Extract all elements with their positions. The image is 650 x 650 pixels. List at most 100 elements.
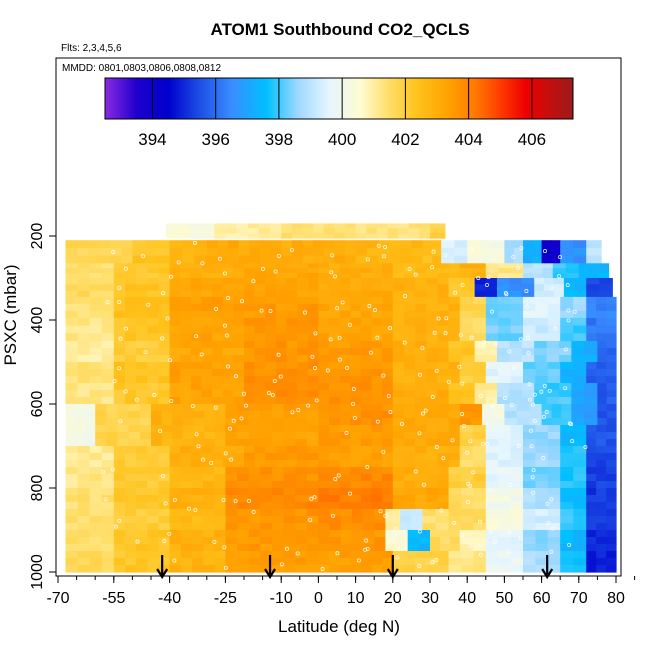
heatmap-cell xyxy=(360,317,373,327)
heatmap-cell xyxy=(523,317,536,327)
heatmap-cell xyxy=(382,446,394,454)
heatmap-cell xyxy=(426,263,439,269)
heatmap-cell xyxy=(193,404,205,412)
heatmap-cell xyxy=(158,278,171,285)
heatmap-cell xyxy=(371,558,383,566)
observation-point xyxy=(344,430,349,435)
heatmap-cell xyxy=(258,223,271,229)
heatmap-cell xyxy=(496,348,510,356)
heatmap-cell xyxy=(307,348,319,356)
heatmap-cell xyxy=(578,273,590,279)
heatmap-cell xyxy=(586,502,597,510)
heatmap-cell xyxy=(297,369,309,377)
heatmap-cell xyxy=(260,411,273,419)
heatmap-cell xyxy=(237,502,250,510)
observation-point xyxy=(356,558,361,563)
heatmap-cell xyxy=(147,544,160,552)
heatmap-cell xyxy=(350,425,362,433)
heatmap-cell xyxy=(573,303,587,312)
chart-title: ATOM1 Southbound CO2_QCLS xyxy=(210,20,469,39)
heatmap-cell xyxy=(113,341,126,349)
observation-point xyxy=(422,482,426,487)
heatmap-cell xyxy=(283,418,296,426)
heatmap-cell xyxy=(403,502,416,510)
heatmap-cell xyxy=(65,446,79,454)
heatmap-cell xyxy=(355,247,368,257)
observation-point xyxy=(462,423,467,428)
heatmap-cell xyxy=(415,310,427,319)
heatmap-cell xyxy=(307,325,319,334)
heatmap-cell xyxy=(426,460,439,468)
heatmap-cell xyxy=(371,310,383,319)
heatmap-cell xyxy=(392,268,405,274)
heatmap-cell xyxy=(523,530,536,538)
heatmap-cell xyxy=(523,263,534,269)
heatmap-cell xyxy=(403,453,416,461)
heatmap-cell xyxy=(448,488,462,496)
heatmap-cell xyxy=(271,523,285,531)
heatmap-cell xyxy=(403,425,416,433)
heatmap-cell xyxy=(65,481,79,489)
heatmap-cell xyxy=(573,432,587,440)
heatmap-cell xyxy=(203,481,215,489)
observation-point xyxy=(105,300,110,305)
heatmap-cell xyxy=(124,369,137,377)
heatmap-cell xyxy=(382,390,394,398)
heatmap-cell xyxy=(89,558,103,566)
heatmap-cell xyxy=(244,369,256,377)
heatmap-cell xyxy=(233,383,245,391)
heatmap-cell xyxy=(334,240,346,249)
heatmap-cell xyxy=(65,278,79,285)
heatmap-cell xyxy=(459,376,474,384)
heatmap-cell xyxy=(448,460,461,468)
heatmap-cell xyxy=(584,418,598,426)
heatmap-cell xyxy=(158,551,171,559)
heatmap-cell xyxy=(117,439,130,447)
observation-point xyxy=(352,415,357,420)
heatmap-cell xyxy=(344,240,357,249)
heatmap-cell xyxy=(437,551,450,559)
heatmap-cell xyxy=(295,516,308,524)
observation-point xyxy=(165,316,170,321)
heatmap-cell xyxy=(113,460,126,468)
heatmap-cell xyxy=(560,509,574,517)
heatmap-cell xyxy=(523,446,536,454)
heatmap-cell xyxy=(169,310,181,319)
heatmap-cell xyxy=(371,268,383,274)
observation-point xyxy=(330,513,335,518)
heatmap-cell xyxy=(403,460,416,468)
heatmap-cell xyxy=(350,474,362,482)
heatmap-cell xyxy=(498,432,512,440)
heatmap-cell xyxy=(124,333,137,342)
heatmap-cell xyxy=(222,376,234,384)
heatmap-cell xyxy=(560,333,574,342)
heatmap-cell xyxy=(547,530,561,538)
heatmap-cell xyxy=(275,376,288,384)
observation-point xyxy=(503,396,508,401)
heatmap-cell xyxy=(65,460,79,468)
heatmap-cell xyxy=(360,453,373,461)
heatmap-cell xyxy=(225,404,238,412)
heatmap-cell xyxy=(203,551,215,559)
heatmap-cell xyxy=(286,369,298,377)
heatmap-cell xyxy=(169,565,182,573)
heatmap-cell xyxy=(233,273,245,279)
heatmap-cell xyxy=(297,355,309,363)
observation-point xyxy=(141,254,146,259)
heatmap-cell xyxy=(318,362,330,370)
observation-point xyxy=(325,368,330,373)
heatmap-cell xyxy=(340,523,353,531)
heatmap-cell xyxy=(571,355,585,363)
heatmap-cell xyxy=(371,551,383,559)
heatmap-cell xyxy=(65,418,76,426)
heatmap-cell xyxy=(65,432,76,440)
heatmap-cell xyxy=(158,488,171,496)
heatmap-cell xyxy=(265,303,277,312)
heatmap-cell xyxy=(371,460,383,468)
observation-point xyxy=(478,393,483,398)
heatmap-cell xyxy=(415,565,427,573)
heatmap-cell xyxy=(382,565,394,573)
heatmap-cell xyxy=(318,268,330,274)
heatmap-cell xyxy=(265,453,277,461)
heatmap-cell xyxy=(389,240,401,249)
